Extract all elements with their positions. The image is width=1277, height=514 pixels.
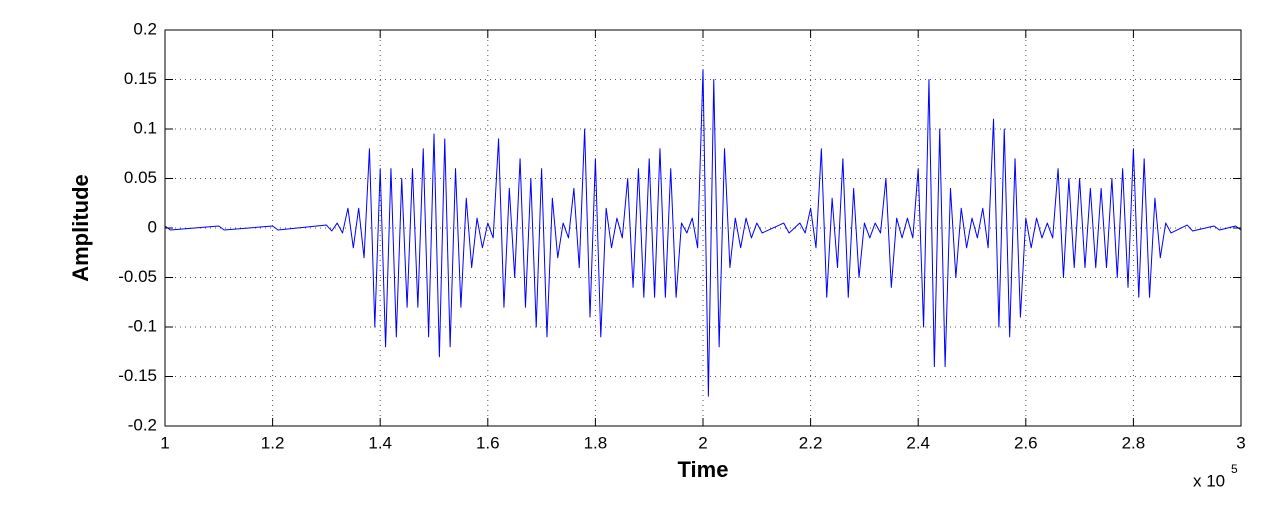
x-tick-label: 2 bbox=[698, 433, 707, 452]
y-tick-label: 0.05 bbox=[124, 168, 157, 187]
x-tick-label: 2.2 bbox=[799, 433, 823, 452]
ticks: -0.2 -0.15 -0.1 -0.05 0 0.05 0.1 0.15 0.2 1 1.2 1.4… bbox=[118, 19, 1245, 452]
x-tick-label: 3 bbox=[1236, 433, 1245, 452]
y-tick-label: -0.05 bbox=[118, 267, 157, 286]
x-tick-label: 2.4 bbox=[906, 433, 930, 452]
x-tick-label: 1.4 bbox=[368, 433, 392, 452]
x-tick-label: 1 bbox=[160, 433, 169, 452]
x-multiplier-exponent: 5 bbox=[1231, 462, 1238, 476]
y-tick-label: 0.1 bbox=[133, 118, 157, 137]
y-tick-label: 0.15 bbox=[124, 69, 157, 88]
x-multiplier: x 10 bbox=[1193, 471, 1225, 490]
y-tick-label: -0.15 bbox=[118, 366, 157, 385]
x-tick-label: 1.8 bbox=[584, 433, 608, 452]
x-tick-label: 1.6 bbox=[476, 433, 500, 452]
x-tick-label: 1.2 bbox=[261, 433, 285, 452]
grid bbox=[164, 29, 1242, 427]
waveform bbox=[164, 69, 1242, 397]
y-axis-label: Amplitude bbox=[68, 174, 93, 282]
y-tick-label: 0 bbox=[148, 217, 157, 236]
y-tick-label: -0.1 bbox=[128, 316, 157, 335]
x-tick-label: 2.6 bbox=[1014, 433, 1038, 452]
plot bbox=[164, 69, 1242, 397]
x-tick-label: 2.8 bbox=[1122, 433, 1146, 452]
x-axis-label: Time bbox=[678, 457, 729, 482]
y-tick-label: -0.2 bbox=[128, 415, 157, 434]
y-tick-label: 0.2 bbox=[133, 19, 157, 38]
